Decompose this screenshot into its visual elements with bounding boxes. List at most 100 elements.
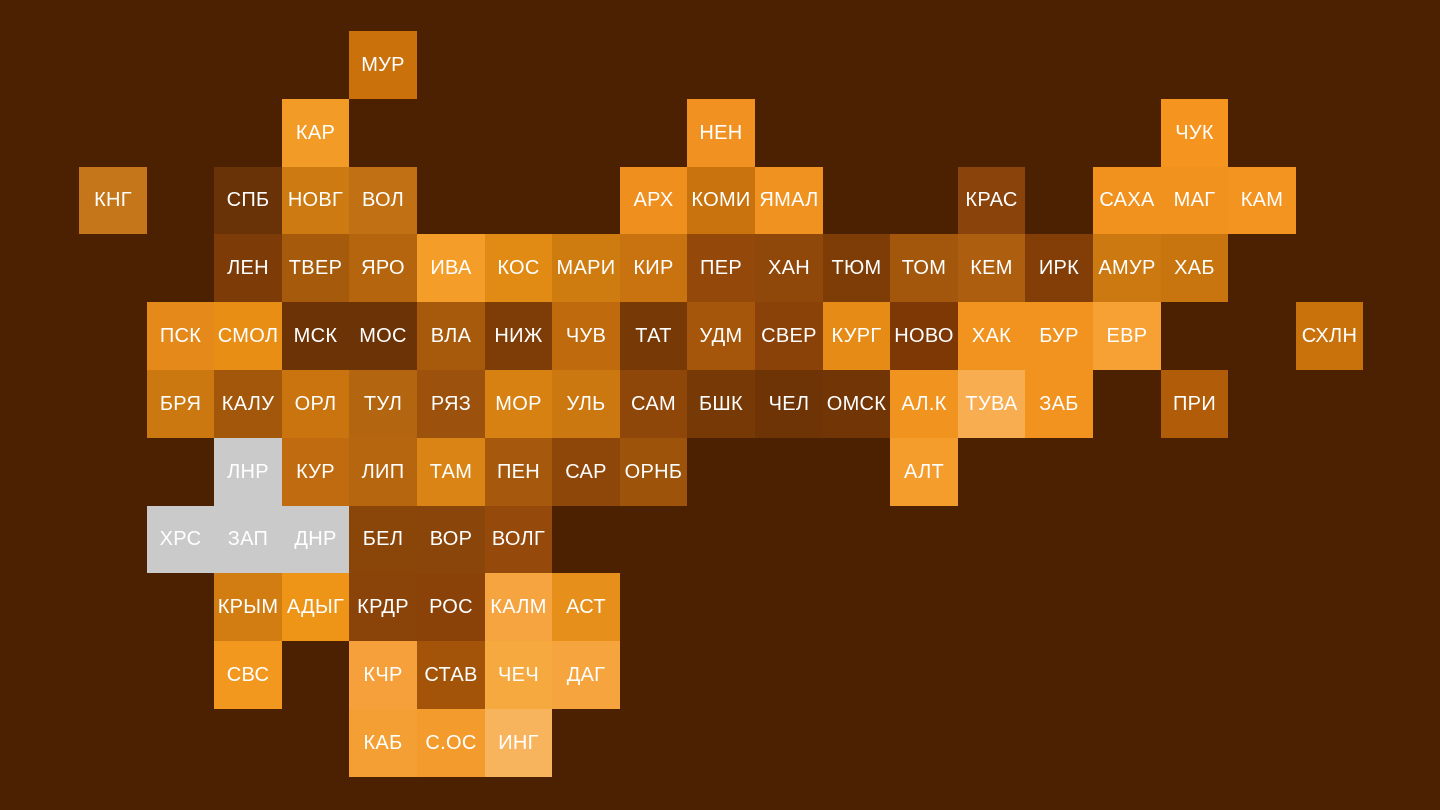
region-tile[interactable]: ВЛА bbox=[417, 302, 485, 370]
region-tile[interactable]: ТАМ bbox=[417, 438, 485, 506]
region-tile[interactable]: ХРС bbox=[147, 506, 214, 573]
region-tile[interactable]: БЕЛ bbox=[349, 506, 417, 573]
region-label: ЛИП bbox=[361, 460, 405, 483]
region-tile[interactable]: КЕМ bbox=[958, 234, 1025, 302]
region-tile[interactable]: АМУР bbox=[1093, 234, 1161, 302]
region-tile[interactable]: ХАБ bbox=[1161, 234, 1228, 302]
region-tile[interactable]: КОМИ bbox=[687, 167, 755, 234]
region-tile[interactable]: КАЛМ bbox=[485, 573, 552, 641]
region-tile[interactable]: ИРК bbox=[1025, 234, 1093, 302]
region-tile[interactable]: ИВА bbox=[417, 234, 485, 302]
region-tile[interactable]: МСК bbox=[282, 302, 349, 370]
region-tile[interactable]: БУР bbox=[1025, 302, 1093, 370]
region-tile[interactable]: РЯЗ bbox=[417, 370, 485, 438]
region-tile[interactable]: КУР bbox=[282, 438, 349, 506]
region-tile[interactable]: КРДР bbox=[349, 573, 417, 641]
region-label: КУРГ bbox=[831, 324, 882, 347]
region-tile[interactable]: МАРИ bbox=[552, 234, 620, 302]
region-tile[interactable]: БРЯ bbox=[147, 370, 214, 438]
region-tile[interactable]: ОРЛ bbox=[282, 370, 349, 438]
region-tile[interactable]: КРЫМ bbox=[214, 573, 282, 641]
region-label: АСТ bbox=[566, 595, 606, 618]
region-tile[interactable]: УДМ bbox=[687, 302, 755, 370]
region-tile[interactable]: ЗАБ bbox=[1025, 370, 1093, 438]
region-label: ХАБ bbox=[1174, 256, 1215, 279]
region-tile[interactable]: МАГ bbox=[1161, 167, 1228, 234]
region-tile[interactable]: АДЫГ bbox=[282, 573, 349, 641]
region-tile[interactable]: ВОЛГ bbox=[485, 506, 552, 573]
region-tile[interactable]: ВОЛ bbox=[349, 167, 417, 234]
region-tile[interactable]: ВОР bbox=[417, 506, 485, 573]
region-tile[interactable]: СПБ bbox=[214, 167, 282, 234]
region-tile[interactable]: КЧР bbox=[349, 641, 417, 709]
region-tile[interactable]: КАМ bbox=[1228, 167, 1296, 234]
region-label: ПРИ bbox=[1173, 392, 1216, 415]
region-tile[interactable]: СМОЛ bbox=[214, 302, 282, 370]
region-tile[interactable]: МУР bbox=[349, 31, 417, 99]
region-tile[interactable]: ДАГ bbox=[552, 641, 620, 709]
region-tile[interactable]: ЯРО bbox=[349, 234, 417, 302]
region-tile[interactable]: ЧЕЧ bbox=[485, 641, 552, 709]
region-tile[interactable]: ТОМ bbox=[890, 234, 958, 302]
region-tile[interactable]: УЛЬ bbox=[552, 370, 620, 438]
region-tile[interactable]: С.ОС bbox=[417, 709, 485, 777]
region-tile[interactable]: ЧУК bbox=[1161, 99, 1228, 167]
region-tile[interactable]: САХА bbox=[1093, 167, 1161, 234]
region-tile[interactable]: СВЕР bbox=[755, 302, 823, 370]
region-tile[interactable]: СТАВ bbox=[417, 641, 485, 709]
region-label: АМУР bbox=[1098, 256, 1156, 279]
region-tile[interactable]: ХАК bbox=[958, 302, 1025, 370]
region-tile[interactable]: ТАТ bbox=[620, 302, 687, 370]
region-tile[interactable]: ОРНБ bbox=[620, 438, 687, 506]
region-tile[interactable]: ИНГ bbox=[485, 709, 552, 777]
region-tile[interactable]: МОС bbox=[349, 302, 417, 370]
region-tile[interactable]: САМ bbox=[620, 370, 687, 438]
region-label: КРДР bbox=[357, 595, 409, 618]
region-tile[interactable]: ЯМАЛ bbox=[755, 167, 823, 234]
region-tile[interactable]: ЛНР bbox=[214, 438, 282, 506]
region-tile[interactable]: ПЕР bbox=[687, 234, 755, 302]
region-tile[interactable]: НИЖ bbox=[485, 302, 552, 370]
region-tile[interactable]: РОС bbox=[417, 573, 485, 641]
region-tile[interactable]: КАЛУ bbox=[214, 370, 282, 438]
region-tile[interactable]: ЗАП bbox=[214, 506, 282, 573]
region-tile[interactable]: МОР bbox=[485, 370, 552, 438]
region-tile[interactable]: ЛИП bbox=[349, 438, 417, 506]
region-tile[interactable]: НОВО bbox=[890, 302, 958, 370]
region-tile[interactable]: ПРИ bbox=[1161, 370, 1228, 438]
region-label: ИВА bbox=[430, 256, 472, 279]
region-tile[interactable]: ЕВР bbox=[1093, 302, 1161, 370]
region-tile[interactable]: ХАН bbox=[755, 234, 823, 302]
region-tile[interactable]: ПСК bbox=[147, 302, 214, 370]
region-tile[interactable]: ТУВА bbox=[958, 370, 1025, 438]
region-tile[interactable]: КАБ bbox=[349, 709, 417, 777]
region-label: АРХ bbox=[633, 189, 674, 211]
region-tile[interactable]: КУРГ bbox=[823, 302, 890, 370]
region-tile[interactable]: КИР bbox=[620, 234, 687, 302]
region-tile[interactable]: АСТ bbox=[552, 573, 620, 641]
region-tile[interactable]: СВС bbox=[214, 641, 282, 709]
region-tile[interactable]: ТЮМ bbox=[823, 234, 890, 302]
region-tile[interactable]: ЧУВ bbox=[552, 302, 620, 370]
region-tile[interactable]: НОВГ bbox=[282, 167, 349, 234]
region-label: ИРК bbox=[1038, 256, 1080, 279]
region-tile[interactable]: КРАС bbox=[958, 167, 1025, 234]
region-tile[interactable]: АЛТ bbox=[890, 438, 958, 506]
region-tile[interactable]: АЛ.К bbox=[890, 370, 958, 438]
region-tile[interactable]: ТУЛ bbox=[349, 370, 417, 438]
region-tile[interactable]: ПЕН bbox=[485, 438, 552, 506]
region-tile[interactable]: САР bbox=[552, 438, 620, 506]
region-tile[interactable]: БШК bbox=[687, 370, 755, 438]
region-tile[interactable]: ДНР bbox=[282, 506, 349, 573]
region-tile[interactable]: КОС bbox=[485, 234, 552, 302]
region-tile[interactable]: АРХ bbox=[620, 167, 687, 234]
region-tile[interactable]: НЕН bbox=[687, 99, 755, 167]
region-tile[interactable]: ЛЕН bbox=[214, 234, 282, 302]
region-tile[interactable]: КАР bbox=[282, 99, 349, 167]
region-tile[interactable]: ОМСК bbox=[823, 370, 890, 438]
region-label: РОС bbox=[429, 595, 473, 618]
region-tile[interactable]: ТВЕР bbox=[282, 234, 349, 302]
region-tile[interactable]: СХЛН bbox=[1296, 302, 1363, 370]
region-tile[interactable]: ЧЕЛ bbox=[755, 370, 823, 438]
region-tile[interactable]: КНГ bbox=[79, 167, 147, 234]
